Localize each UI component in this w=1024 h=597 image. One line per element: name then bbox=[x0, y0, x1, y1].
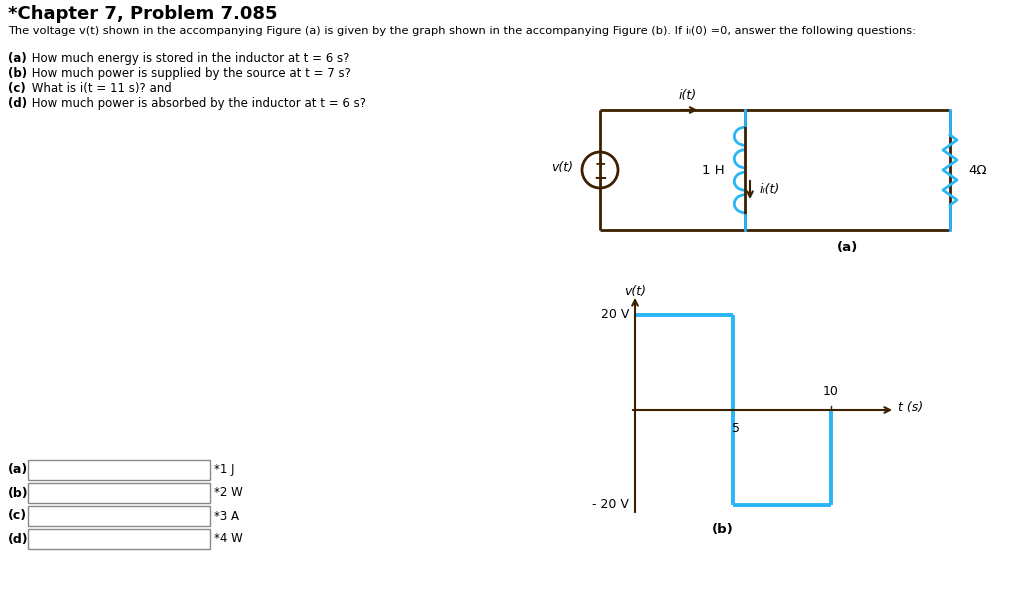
Text: i(t): i(t) bbox=[679, 90, 696, 103]
Text: *2 W: *2 W bbox=[214, 487, 243, 500]
Bar bbox=[28, 506, 210, 526]
Text: +: + bbox=[594, 157, 606, 171]
Text: 1 H: 1 H bbox=[701, 164, 724, 177]
Text: t (s): t (s) bbox=[898, 402, 923, 414]
Text: How much energy is stored in the inductor at t = 6 s?: How much energy is stored in the inducto… bbox=[28, 52, 349, 65]
Text: *Chapter 7, Problem 7.085: *Chapter 7, Problem 7.085 bbox=[8, 5, 278, 23]
Text: 20 V: 20 V bbox=[601, 309, 629, 322]
Text: (a): (a) bbox=[837, 242, 858, 254]
Text: (b): (b) bbox=[8, 487, 29, 500]
Text: v(t): v(t) bbox=[551, 162, 573, 174]
Text: 10: 10 bbox=[823, 385, 839, 398]
Bar bbox=[28, 483, 210, 503]
Text: (c): (c) bbox=[8, 509, 27, 522]
Text: *1 J: *1 J bbox=[214, 463, 234, 476]
Text: - 20 V: - 20 V bbox=[592, 498, 629, 512]
Text: (a): (a) bbox=[8, 463, 29, 476]
Text: iₗ(t): iₗ(t) bbox=[760, 183, 780, 196]
Text: (c): (c) bbox=[8, 82, 26, 95]
Text: What is i(t = 11 s)? and: What is i(t = 11 s)? and bbox=[28, 82, 172, 95]
Text: (b): (b) bbox=[713, 523, 734, 536]
Text: The voltage v(t) shown in the accompanying Figure (a) is given by the graph show: The voltage v(t) shown in the accompanyi… bbox=[8, 26, 916, 36]
Text: (d): (d) bbox=[8, 97, 27, 110]
Text: (a): (a) bbox=[8, 52, 27, 65]
Text: 4Ω: 4Ω bbox=[968, 164, 986, 177]
Bar bbox=[28, 460, 210, 480]
Text: How much power is absorbed by the inductor at t = 6 s?: How much power is absorbed by the induct… bbox=[28, 97, 366, 110]
Text: v(t): v(t) bbox=[624, 285, 646, 297]
Text: 5: 5 bbox=[732, 422, 740, 435]
Bar bbox=[28, 529, 210, 549]
Text: −: − bbox=[593, 168, 607, 186]
Text: How much power is supplied by the source at t = 7 s?: How much power is supplied by the source… bbox=[28, 67, 351, 80]
Text: (d): (d) bbox=[8, 533, 29, 546]
Text: (b): (b) bbox=[8, 67, 27, 80]
Text: *4 W: *4 W bbox=[214, 533, 243, 546]
Text: *3 A: *3 A bbox=[214, 509, 239, 522]
